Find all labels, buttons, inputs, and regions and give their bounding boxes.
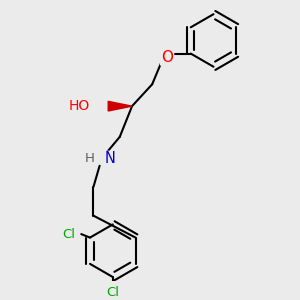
Text: N: N bbox=[105, 151, 116, 166]
Text: HO: HO bbox=[69, 99, 90, 113]
Polygon shape bbox=[108, 101, 132, 111]
Text: H: H bbox=[85, 152, 94, 165]
Text: Cl: Cl bbox=[62, 228, 76, 241]
Text: O: O bbox=[161, 50, 173, 64]
Text: Cl: Cl bbox=[106, 286, 119, 299]
